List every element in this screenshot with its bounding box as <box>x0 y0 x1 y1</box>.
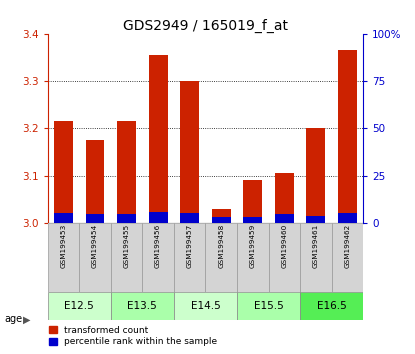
Bar <box>306 128 325 223</box>
Text: GSM199454: GSM199454 <box>92 224 98 268</box>
Text: GSM199462: GSM199462 <box>344 224 350 268</box>
Title: GDS2949 / 165019_f_at: GDS2949 / 165019_f_at <box>123 18 288 33</box>
Bar <box>275 173 294 223</box>
Text: GSM199453: GSM199453 <box>61 224 66 268</box>
Bar <box>212 209 231 223</box>
Text: GSM199460: GSM199460 <box>281 224 287 268</box>
Bar <box>117 121 136 223</box>
Bar <box>205 223 237 292</box>
Text: GSM199455: GSM199455 <box>124 224 129 268</box>
Bar <box>149 212 168 223</box>
Text: E16.5: E16.5 <box>317 301 347 311</box>
Bar <box>180 81 199 223</box>
Text: GSM199461: GSM199461 <box>313 224 319 268</box>
Bar <box>142 223 174 292</box>
Bar <box>300 223 332 292</box>
Bar <box>111 292 174 320</box>
Bar <box>48 223 79 292</box>
Bar <box>237 223 269 292</box>
Text: E13.5: E13.5 <box>127 301 157 311</box>
Bar <box>269 223 300 292</box>
Bar <box>306 216 325 223</box>
Bar <box>338 50 357 223</box>
Bar <box>243 217 262 223</box>
Bar <box>54 213 73 223</box>
Bar <box>237 292 300 320</box>
Text: E12.5: E12.5 <box>64 301 94 311</box>
Bar <box>212 217 231 223</box>
Bar <box>338 213 357 223</box>
Bar <box>117 214 136 223</box>
Text: age: age <box>4 314 22 324</box>
Text: GSM199459: GSM199459 <box>250 224 256 268</box>
Bar <box>174 292 237 320</box>
Bar <box>79 223 111 292</box>
Text: GSM199456: GSM199456 <box>155 224 161 268</box>
Bar <box>174 223 205 292</box>
Bar <box>332 223 363 292</box>
Bar <box>300 292 363 320</box>
Text: ▶: ▶ <box>23 314 30 324</box>
Legend: transformed count, percentile rank within the sample: transformed count, percentile rank withi… <box>49 326 217 347</box>
Bar <box>85 214 105 223</box>
Text: GSM199458: GSM199458 <box>218 224 224 268</box>
Text: E15.5: E15.5 <box>254 301 283 311</box>
Text: GSM199457: GSM199457 <box>187 224 193 268</box>
Bar <box>54 121 73 223</box>
Text: E14.5: E14.5 <box>190 301 220 311</box>
Bar <box>85 140 105 223</box>
Bar <box>275 214 294 223</box>
Bar <box>243 180 262 223</box>
Bar <box>149 55 168 223</box>
Bar <box>180 213 199 223</box>
Bar <box>48 292 111 320</box>
Bar <box>111 223 142 292</box>
